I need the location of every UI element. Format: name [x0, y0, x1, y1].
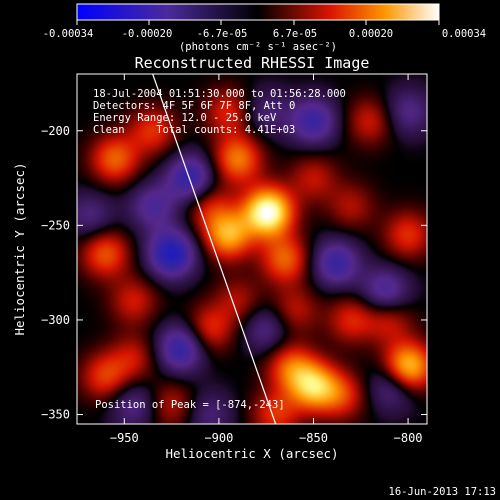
y-tick-label: −350 — [41, 408, 70, 422]
y-tick-label: −200 — [41, 124, 70, 138]
colorbar-tick-label: 6.7e-05 — [273, 28, 317, 40]
axis-tick-marks — [77, 74, 427, 424]
colorbar-unit-label: (photons cm⁻² s⁻¹ asec⁻²) — [179, 41, 337, 53]
y-axis-label: Heliocentric Y (arcsec) — [12, 162, 27, 335]
colorbar-ticks — [76, 20, 440, 25]
colorbar-gradient — [76, 3, 440, 21]
footer-timestamp: 16-Jun-2013 17:13 — [389, 486, 496, 498]
colorbar-tick-label: 0.00020 — [349, 28, 393, 40]
colorbar-tick-label: -6.7e-05 — [197, 28, 248, 40]
annotation-time-range: 18-Jul-2004 01:51:30.000 to 01:56:28.000 — [93, 88, 346, 100]
y-tick-label: −300 — [41, 313, 70, 327]
x-axis-label: Heliocentric X (arcsec) — [165, 446, 338, 461]
colorbar-tick-label: 0.00034 — [442, 28, 486, 40]
x-tick-label: −850 — [299, 431, 328, 445]
annotation-energy-range: Energy Range: 12.0 - 25.0 keV — [93, 112, 277, 124]
x-tick-label: −800 — [394, 431, 423, 445]
x-axis-tick-labels: −950 −900 −850 −800 — [110, 431, 423, 445]
heatmap-image — [77, 74, 427, 424]
annotation-clean-counts: Clean Total counts: 4.41E+03 — [93, 124, 295, 136]
y-tick-label: −250 — [41, 218, 70, 232]
plot-frame — [76, 73, 428, 425]
x-tick-label: −950 — [110, 431, 139, 445]
chart-title: Reconstructed RHESSI Image — [135, 54, 370, 72]
colorbar-tick-label: -0.00034 — [43, 28, 94, 40]
y-axis-tick-labels: −200 −250 −300 −350 — [41, 124, 70, 422]
annotation-peak-position: Position of Peak = [-874,-243] — [95, 399, 285, 411]
x-tick-label: −900 — [204, 431, 233, 445]
solar-limb-line — [152, 74, 277, 424]
annotation-detectors: Detectors: 4F 5F 6F 7F 8F, Att 0 — [93, 100, 295, 112]
colorbar-tick-label: -0.00020 — [122, 28, 173, 40]
